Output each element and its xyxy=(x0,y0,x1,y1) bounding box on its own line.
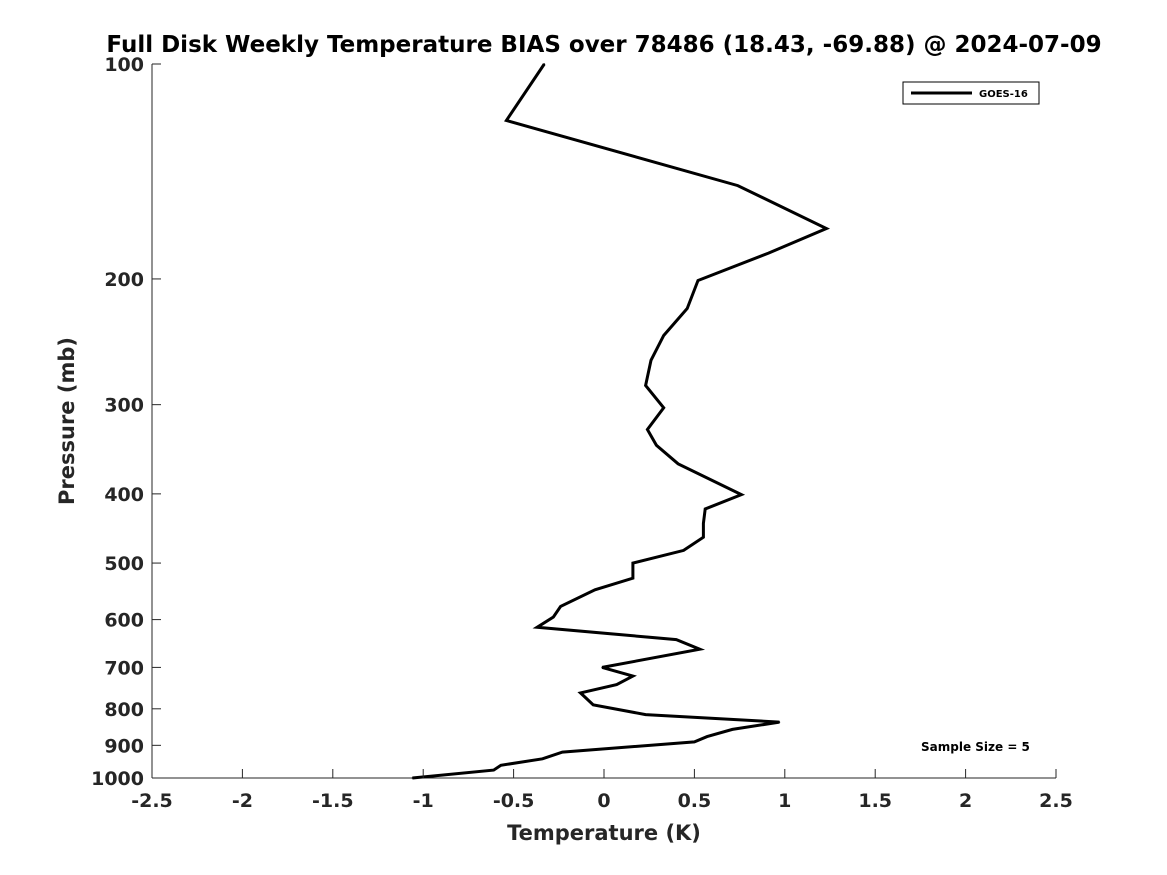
y-tick-label: 500 xyxy=(104,553,144,575)
x-tick-label: 0.5 xyxy=(678,790,712,812)
y-tick-label: 300 xyxy=(104,395,144,417)
data-point xyxy=(825,227,828,230)
data-point xyxy=(650,359,652,362)
y-axis-label: Pressure (mb) xyxy=(55,337,79,505)
x-tick-label: 2.5 xyxy=(1039,790,1073,812)
y-tick-label: 1000 xyxy=(91,768,144,790)
y-tick-label: 100 xyxy=(104,54,144,76)
data-point xyxy=(559,605,562,608)
data-point xyxy=(662,334,665,337)
y-tick-label: 200 xyxy=(104,269,144,291)
y-tick-label: 700 xyxy=(104,657,144,679)
data-point xyxy=(541,758,544,760)
plot-area xyxy=(151,64,1056,779)
data-point xyxy=(704,508,707,510)
data-point xyxy=(697,279,699,282)
series-layer xyxy=(411,63,831,780)
data-point xyxy=(644,384,647,387)
data-point xyxy=(686,307,688,310)
chart-title: Full Disk Weekly Temperature BIAS over 7… xyxy=(106,32,1101,58)
data-point xyxy=(492,769,495,771)
sample-size-annotation: Sample Size = 5 xyxy=(921,740,1030,754)
x-axis-ticks: -2.5 -2 -1.5 -1 -0.5 0 0.5 1 1.5 2 2.5 xyxy=(131,769,1073,812)
data-point xyxy=(500,764,502,767)
y-tick-label: 900 xyxy=(104,735,144,757)
data-point xyxy=(411,777,414,779)
x-tick-label: 0 xyxy=(597,790,610,812)
data-point xyxy=(543,63,546,65)
data-point xyxy=(706,735,708,738)
y-tick-label: 400 xyxy=(104,484,144,506)
data-point xyxy=(677,462,679,465)
y-axis-ticks: 100 200 300 400 500 600 700 800 900 1000 xyxy=(91,54,161,790)
data-point xyxy=(601,666,603,669)
data-point xyxy=(632,577,634,579)
data-point xyxy=(702,522,705,525)
data-point xyxy=(699,648,701,650)
data-point xyxy=(632,562,634,564)
y-tick-label: 800 xyxy=(104,699,144,721)
data-point xyxy=(561,751,564,753)
data-point xyxy=(579,692,582,694)
data-point xyxy=(594,588,596,591)
x-tick-label: -1.5 xyxy=(312,790,354,812)
x-tick-label: -2.5 xyxy=(131,790,173,812)
data-point xyxy=(693,741,696,743)
data-point xyxy=(702,536,705,539)
series-line-goes-16 xyxy=(412,63,831,780)
data-point xyxy=(731,728,734,731)
data-point xyxy=(615,683,618,686)
data-point xyxy=(682,549,685,552)
data-point xyxy=(632,675,634,677)
y-tick-label: 600 xyxy=(104,610,144,632)
data-point xyxy=(592,704,594,706)
x-tick-label: -0.5 xyxy=(493,790,535,812)
legend: GOES-16 xyxy=(902,81,1040,105)
data-point xyxy=(662,406,665,409)
data-point xyxy=(736,184,739,187)
legend-label-goes-16: GOES-16 xyxy=(979,89,1028,100)
data-point xyxy=(740,493,743,496)
x-tick-label: 2 xyxy=(959,790,972,812)
x-tick-label: 1 xyxy=(778,790,791,812)
data-point xyxy=(778,721,781,723)
data-point xyxy=(646,428,649,431)
data-point xyxy=(536,626,538,629)
data-point xyxy=(767,252,770,254)
x-tick-label: -2 xyxy=(232,790,253,812)
x-tick-label: -1 xyxy=(413,790,434,812)
data-point xyxy=(655,444,658,447)
data-point xyxy=(505,119,508,122)
x-axis-label: Temperature (K) xyxy=(507,821,701,845)
data-point xyxy=(675,638,678,641)
x-tick-label: 1.5 xyxy=(858,790,892,812)
data-point xyxy=(644,713,647,716)
data-point xyxy=(552,616,555,618)
